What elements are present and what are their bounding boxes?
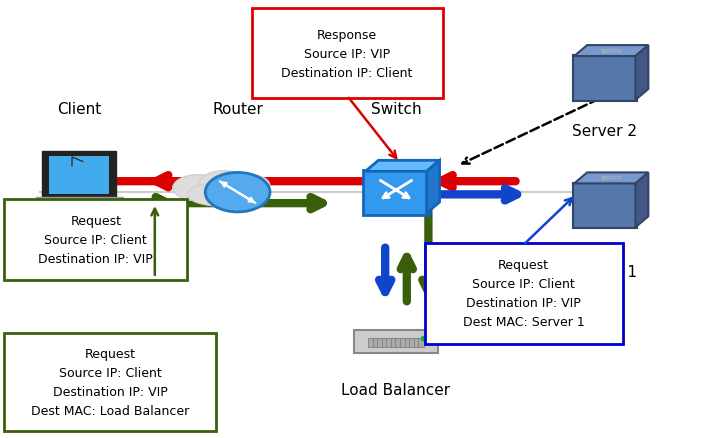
FancyBboxPatch shape [4,333,216,431]
Polygon shape [426,161,440,213]
FancyBboxPatch shape [418,339,424,347]
Ellipse shape [173,175,223,201]
Text: Response
Source IP: VIP
Destination IP: Client: Response Source IP: VIP Destination IP: … [282,29,413,80]
Polygon shape [575,46,649,57]
Polygon shape [366,161,440,172]
Text: SERVER: SERVER [600,176,622,181]
FancyBboxPatch shape [363,170,429,215]
Text: SERVER: SERVER [600,49,622,54]
Text: Server 1: Server 1 [572,264,637,279]
FancyBboxPatch shape [386,339,392,347]
Text: Router: Router [212,102,263,117]
FancyBboxPatch shape [405,339,410,347]
FancyBboxPatch shape [391,339,397,347]
Ellipse shape [187,183,259,207]
Polygon shape [575,173,649,184]
FancyBboxPatch shape [372,339,378,347]
FancyBboxPatch shape [400,339,406,347]
FancyBboxPatch shape [4,199,187,280]
Text: Switch: Switch [371,102,421,117]
Text: Client: Client [57,102,102,117]
FancyBboxPatch shape [252,9,443,99]
FancyBboxPatch shape [382,339,387,347]
FancyBboxPatch shape [414,339,420,347]
FancyBboxPatch shape [409,339,415,347]
FancyBboxPatch shape [573,56,636,102]
FancyBboxPatch shape [573,183,636,229]
Text: Load Balancer: Load Balancer [341,382,451,397]
FancyBboxPatch shape [35,198,122,214]
FancyBboxPatch shape [395,339,401,347]
Polygon shape [635,173,649,228]
Polygon shape [635,46,649,101]
FancyBboxPatch shape [354,330,438,353]
Text: Server 2: Server 2 [572,124,637,139]
Text: Request
Source IP: Client
Destination IP: VIP
Dest MAC: Load Balancer: Request Source IP: Client Destination IP… [31,347,189,417]
Circle shape [205,173,270,212]
FancyBboxPatch shape [49,157,109,194]
Ellipse shape [199,171,246,197]
FancyBboxPatch shape [425,243,623,344]
FancyBboxPatch shape [377,339,383,347]
FancyBboxPatch shape [42,152,117,199]
FancyBboxPatch shape [368,339,374,347]
Text: Request
Source IP: Client
Destination IP: VIP: Request Source IP: Client Destination IP… [38,215,153,265]
Ellipse shape [227,175,270,198]
Text: Request
Source IP: Client
Destination IP: VIP
Dest MAC: Server 1: Request Source IP: Client Destination IP… [462,258,585,328]
